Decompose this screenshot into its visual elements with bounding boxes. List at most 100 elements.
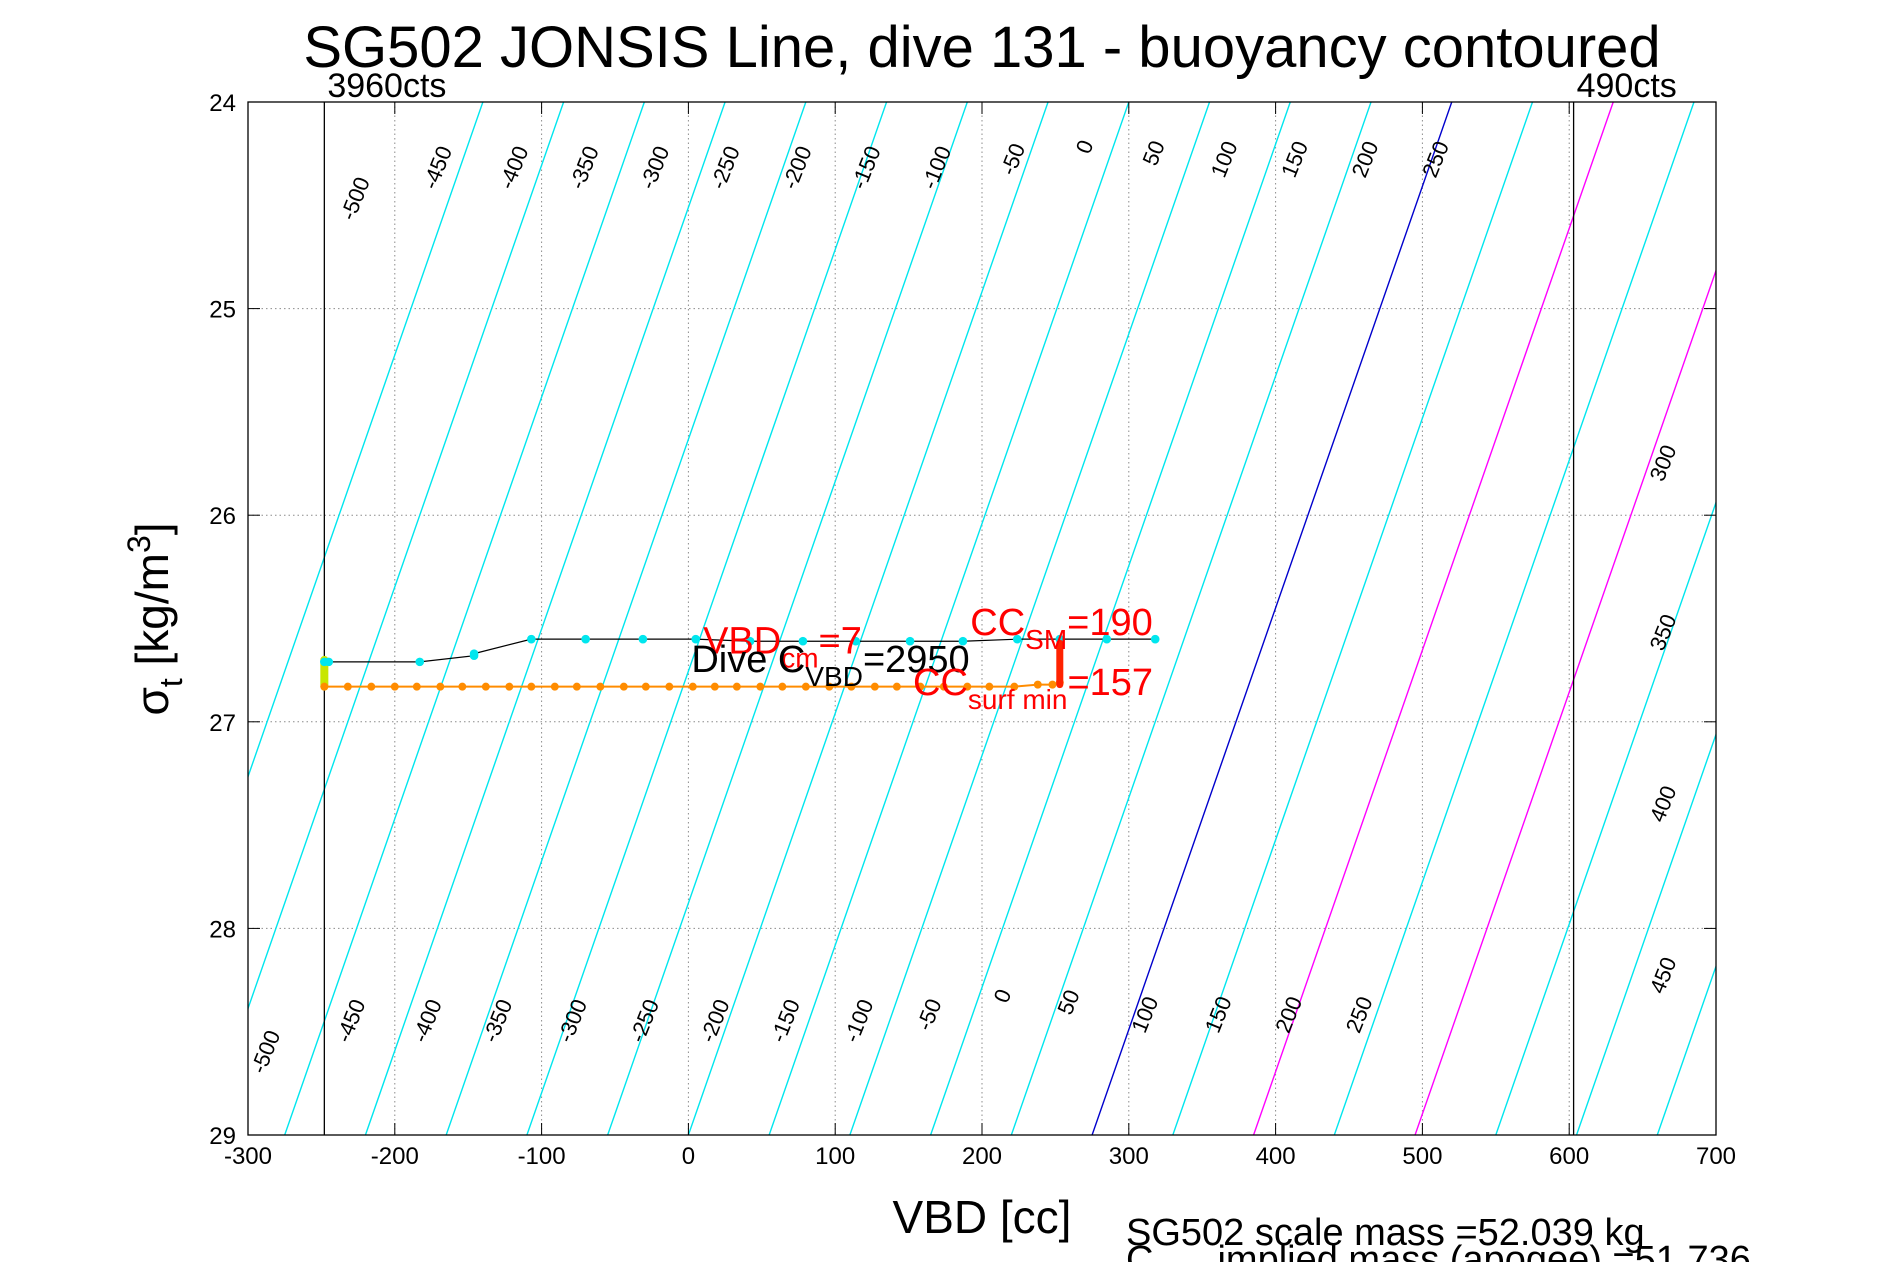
x-axis-label: VBD [cc] xyxy=(893,1191,1072,1243)
climb-point xyxy=(619,682,628,691)
climb-point xyxy=(343,682,352,691)
climb-point xyxy=(572,682,581,691)
contour-line xyxy=(1252,102,1614,1135)
climb-point xyxy=(1033,680,1042,689)
mass-footer: SG502 scale mass =52.039 kgCVBD implied … xyxy=(1126,1212,1751,1262)
contour-line xyxy=(1495,500,1716,1135)
x-tick-label: 300 xyxy=(1109,1143,1149,1170)
climb-point xyxy=(732,682,741,691)
contour-label: 0 xyxy=(1071,136,1099,157)
x-tick-label: 400 xyxy=(1256,1143,1296,1170)
contour-line xyxy=(1333,102,1695,1135)
annotation-subscript: SM xyxy=(1025,624,1067,655)
dive-point xyxy=(958,636,968,646)
y-axis-label-subscript: t xyxy=(153,678,189,687)
annotation-subscript: cm xyxy=(781,643,818,674)
climb-point xyxy=(688,682,697,691)
contour-line xyxy=(849,102,1211,1135)
contour-line xyxy=(248,102,565,1011)
contour-label: -200 xyxy=(777,142,817,192)
climb-point xyxy=(481,682,490,691)
climb-point xyxy=(916,682,925,691)
contour-label: -350 xyxy=(564,142,604,192)
annotation-cc-sm: CCSM=190 xyxy=(970,602,1152,655)
contour-label: -350 xyxy=(478,996,518,1046)
contour-label: 250 xyxy=(1341,993,1378,1036)
dive-point xyxy=(469,649,479,658)
contour-line xyxy=(1738,102,1891,1135)
contour-line xyxy=(364,102,726,1135)
annotation-main: CC xyxy=(913,662,968,704)
vbd-limit-label: 3960cts xyxy=(327,67,446,105)
contour-line xyxy=(768,102,1130,1135)
x-tick-label: -200 xyxy=(371,1143,419,1170)
footer-implied-subscript: VBD xyxy=(1153,1260,1206,1262)
dive-point xyxy=(798,636,808,646)
annotation-value: =190 xyxy=(1067,602,1153,644)
climb-point xyxy=(596,682,605,691)
contour-label: 0 xyxy=(989,986,1017,1007)
contour-label: -150 xyxy=(846,142,886,192)
contour-label: -300 xyxy=(552,996,592,1046)
contour-label: 100 xyxy=(1206,138,1243,181)
contour-label: 150 xyxy=(1200,993,1237,1036)
annotation-subscript: VBD xyxy=(805,661,863,692)
dive-point xyxy=(691,634,701,644)
annotation-main: VBD xyxy=(703,621,781,663)
data-series xyxy=(320,634,1160,691)
dive-point xyxy=(1012,634,1022,644)
contour-label: 200 xyxy=(1270,993,1307,1036)
annotation-value: =2950 xyxy=(863,639,970,681)
climb-point xyxy=(665,682,674,691)
climb-point xyxy=(870,682,879,691)
annotation-value: =7 xyxy=(819,621,862,663)
contour-label: -450 xyxy=(417,142,457,192)
dive-point xyxy=(1102,634,1112,644)
y-axis-label-close: ] xyxy=(126,522,178,535)
dive-point xyxy=(745,636,755,646)
climb-point xyxy=(710,682,719,691)
climb-point xyxy=(825,682,834,691)
contour-label: -100 xyxy=(917,142,957,192)
contour-line xyxy=(284,102,646,1135)
contour-line xyxy=(1172,102,1534,1135)
contour-label: -400 xyxy=(494,142,534,192)
y-axis-label-unit: [kg/m xyxy=(126,553,178,678)
dive-trace xyxy=(324,638,1156,663)
contour-label: -250 xyxy=(624,996,664,1046)
contour-line xyxy=(1010,102,1372,1135)
footer-implied-main: C xyxy=(1126,1239,1153,1262)
contour-line xyxy=(445,102,807,1135)
contour-line xyxy=(1656,964,1716,1135)
x-tick-label: 600 xyxy=(1549,1143,1589,1170)
contour-label: 450 xyxy=(1645,954,1682,997)
axis-ticks: -300 -200 -100 0 100 200 300 400 500 600 700242526… xyxy=(209,90,1736,1170)
x-tick-label: 200 xyxy=(962,1143,1002,1170)
dive-point xyxy=(851,636,861,646)
contour-label: -150 xyxy=(765,996,805,1046)
annotation-main: CC xyxy=(970,602,1025,644)
x-tick-label: 500 xyxy=(1402,1143,1442,1170)
annotation-cc-surf-min: CCsurf min=157 xyxy=(913,662,1153,715)
contour-label: -50 xyxy=(995,140,1030,179)
contour-label: -500 xyxy=(335,173,375,223)
dive-point xyxy=(415,657,425,667)
contour-line xyxy=(1414,268,1716,1135)
climb-point xyxy=(527,682,536,691)
climb-point xyxy=(412,682,421,691)
contour-label: 150 xyxy=(1276,138,1313,181)
buoyancy-contours xyxy=(248,102,1891,1135)
contour-label: -300 xyxy=(635,142,675,192)
contour-label: -50 xyxy=(912,995,947,1034)
y-axis-label-symbol: σ xyxy=(126,687,178,715)
climb-point xyxy=(756,682,765,691)
x-tick-label: -300 xyxy=(224,1143,272,1170)
grid xyxy=(248,102,1716,1135)
contour-label: -250 xyxy=(705,142,745,192)
contour-line xyxy=(1091,102,1453,1135)
contour-line xyxy=(248,102,484,779)
vbd-limit-lines: 3960cts 490cts xyxy=(323,67,1677,1135)
climb-point xyxy=(390,682,399,691)
climb-point xyxy=(892,682,901,691)
